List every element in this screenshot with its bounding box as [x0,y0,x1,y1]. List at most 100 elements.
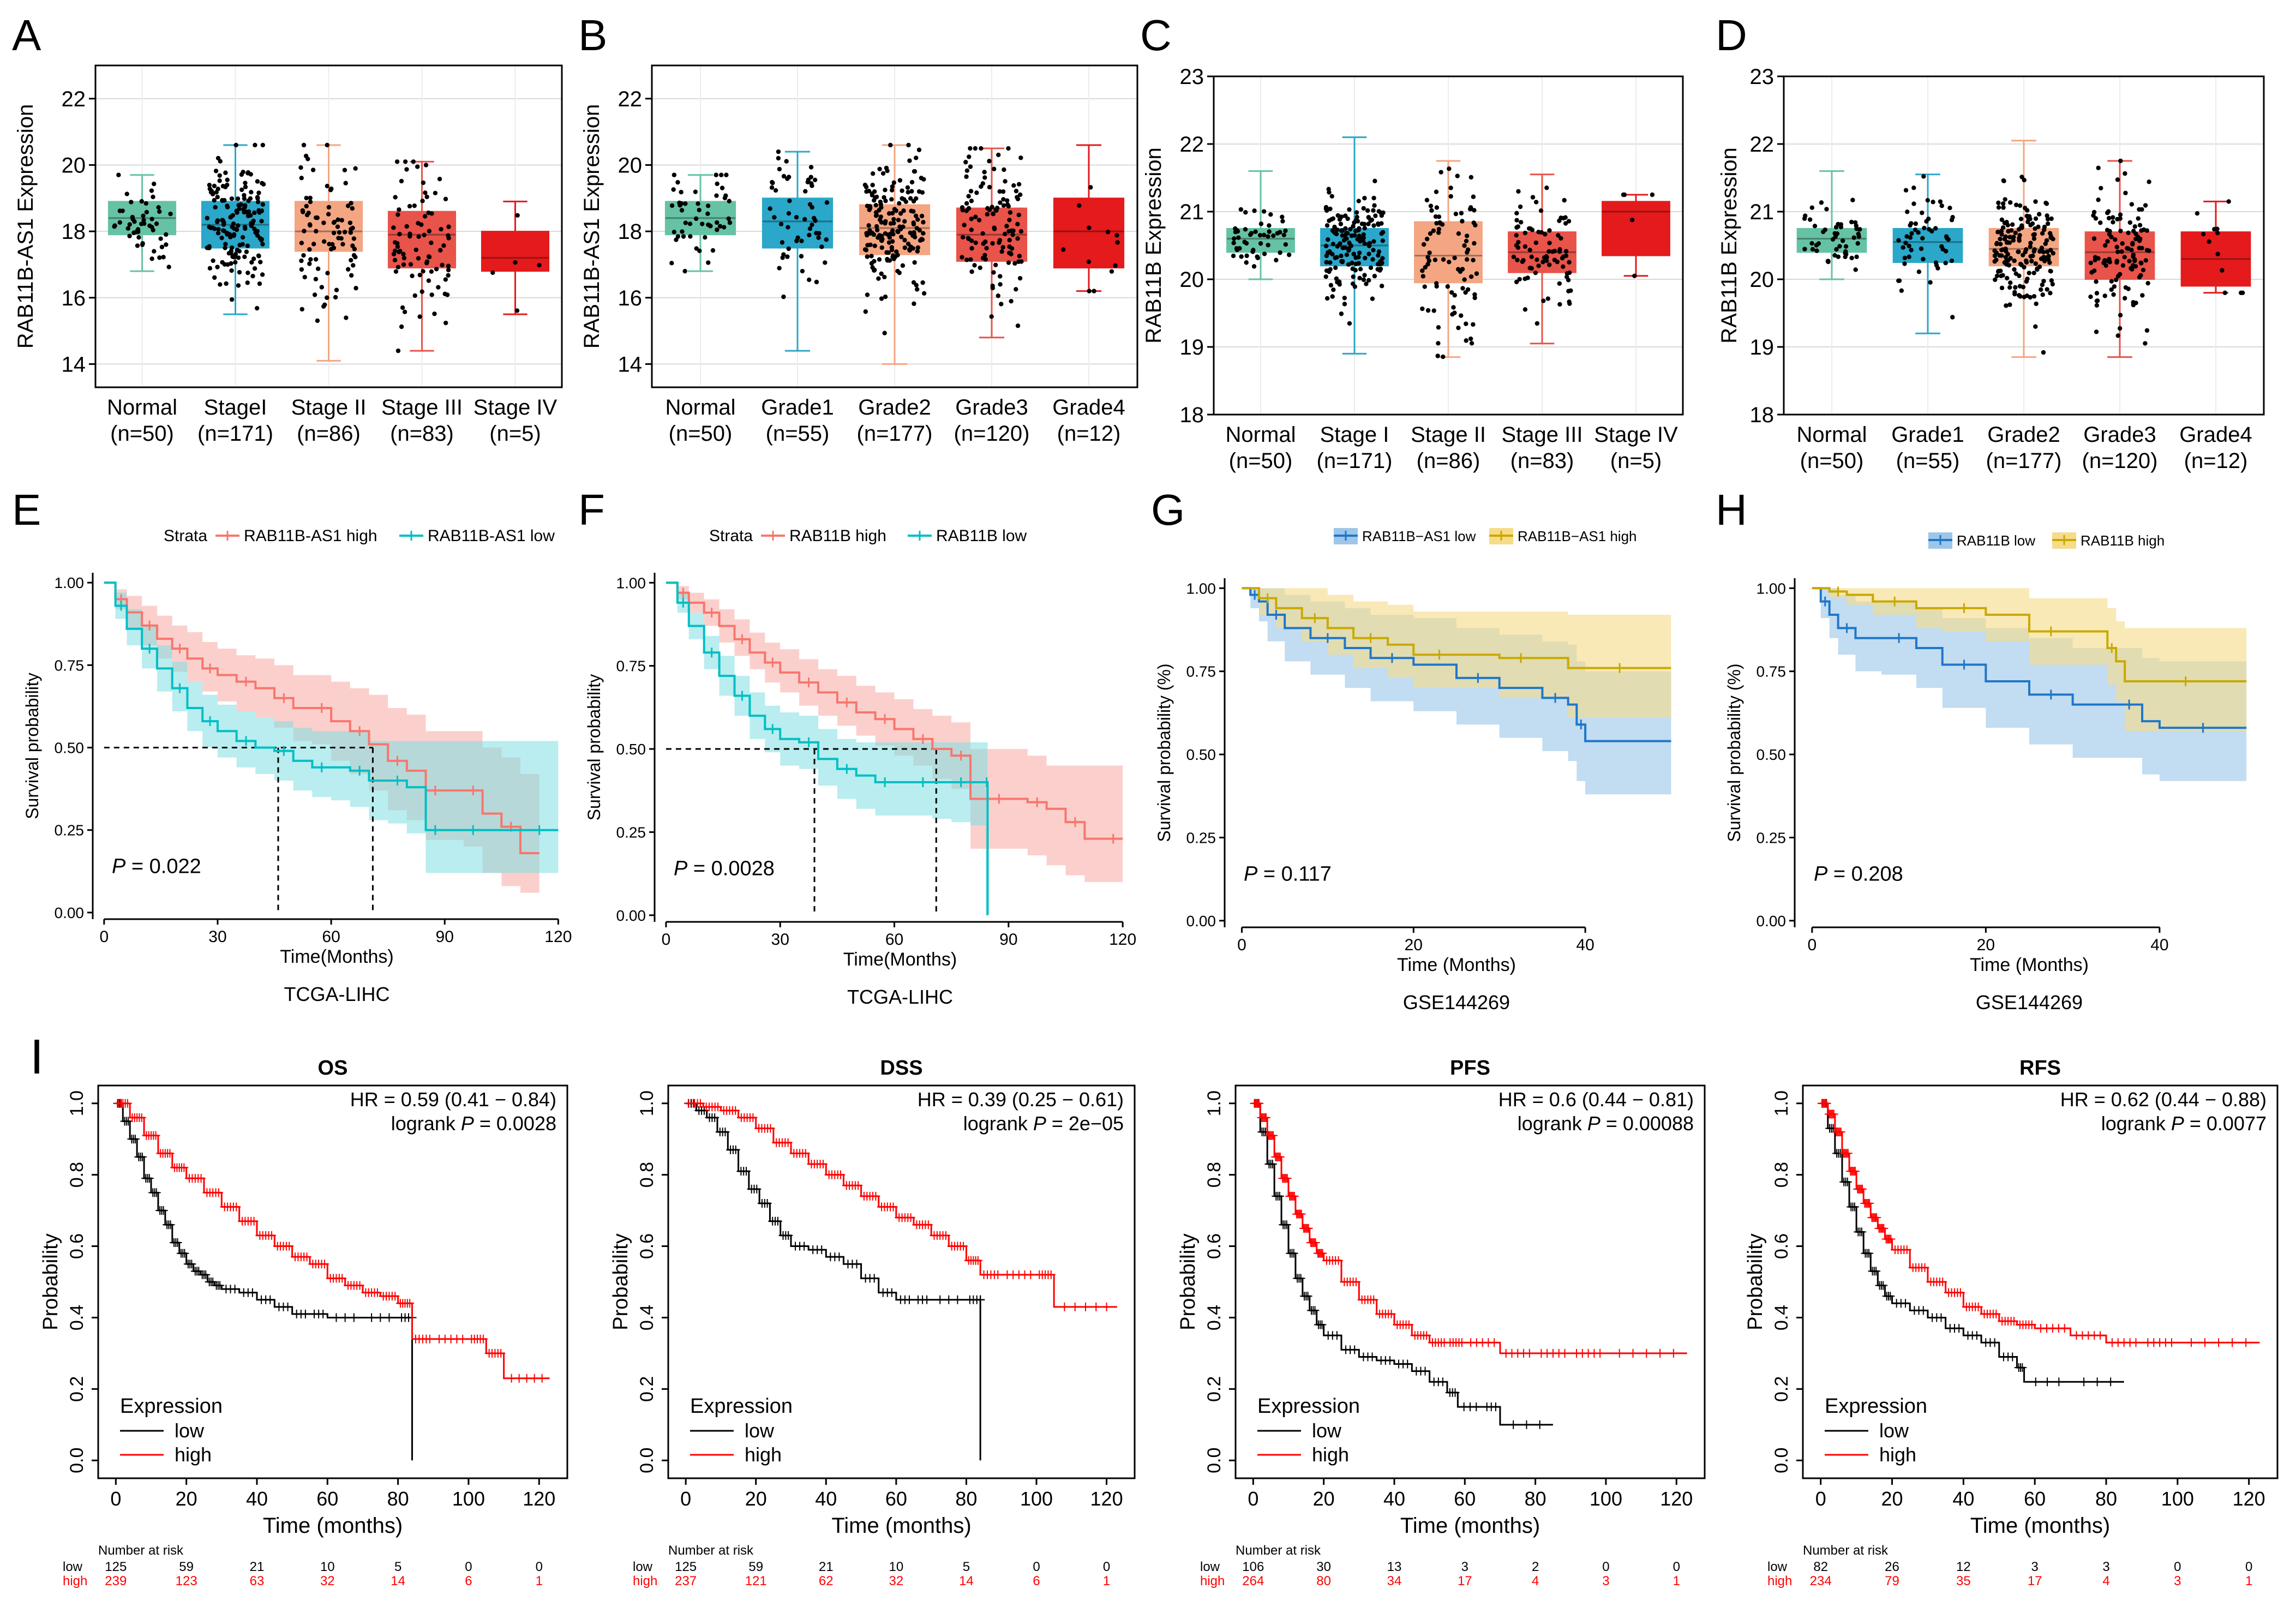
data-point [2008,280,2013,285]
data-point [1007,237,1012,243]
data-point [799,238,804,243]
data-point [326,205,332,210]
data-point [876,235,880,240]
data-point [243,181,248,185]
risk-count-low: 5 [963,1560,970,1574]
data-point [2028,217,2033,221]
risk-count-high: 234 [1810,1574,1832,1588]
data-point [1563,249,1569,254]
data-point [2039,287,2043,292]
data-point [1373,213,1378,218]
data-point [2119,249,2124,254]
data-point [990,285,995,291]
x-tick-label: 30 [208,928,226,946]
y-tick-label: 21 [1750,200,1775,224]
data-point [1425,308,1431,313]
data-point [1543,232,1548,237]
data-point [2048,291,2053,296]
data-point [308,223,313,228]
data-point [1562,197,1567,203]
data-point [1011,183,1016,188]
data-point [1236,235,1241,240]
y-tick-label: 21 [1180,200,1204,224]
data-point [773,188,778,193]
data-point [816,235,821,240]
data-point [1564,274,1569,279]
data-point [785,176,790,181]
data-point [1525,275,1530,280]
dataset-caption: GSE144269 [1976,991,2083,1014]
data-point [2088,294,2093,299]
data-point [421,180,426,185]
data-point [2028,241,2033,245]
data-point [1361,277,1366,283]
data-point [1456,267,1461,272]
data-point [2130,267,2135,272]
data-point [1251,264,1257,269]
data-point [1356,199,1361,203]
data-point [1530,195,1536,200]
data-point [321,304,326,309]
data-point [1370,257,1375,262]
risk-count-high: 79 [1885,1574,1899,1588]
data-point [2004,303,2009,308]
data-point [1903,188,1909,193]
panel-d: DNormal(n=50)Grade1(n=55)Grade2(n=177)Gr… [1716,11,2265,473]
data-point [1421,242,1426,247]
data-point [1843,249,1848,254]
data-point [419,289,424,294]
data-point [1001,197,1006,202]
data-point [1514,225,1519,230]
data-point [304,212,310,218]
data-point [253,142,257,148]
y-axis-label: Probability [609,1233,632,1330]
data-point [236,223,241,228]
y-axis-label: Probability [1744,1233,1767,1330]
risk-count-high: 32 [889,1574,904,1588]
data-point [1327,218,1332,223]
data-point [715,220,720,225]
data-point [1995,269,2001,274]
data-point [1944,236,1950,241]
data-point [697,248,702,254]
data-point [1920,236,1925,241]
data-point [429,269,434,274]
data-point [2012,290,2017,295]
data-point [446,267,451,273]
data-point [890,228,895,233]
data-point [350,243,355,248]
data-point [873,213,879,218]
data-point [223,245,227,250]
data-point [1999,232,2004,237]
data-point [433,190,438,196]
data-point [252,210,257,215]
risk-count-low: 3 [2031,1560,2039,1574]
data-point [1994,242,1999,247]
x-tick-label: 40 [1383,1488,1405,1510]
data-point [2215,251,2220,256]
plot-frame [651,64,1138,388]
data-point [351,263,356,268]
data-point [1814,243,1819,248]
data-point [1452,255,1457,260]
data-point [770,179,775,185]
p-symbol: P [461,1112,474,1135]
data-point [1004,224,1009,229]
risk-count-high: 1 [1673,1574,1680,1588]
data-point [346,267,351,272]
x-tick-label: (n=86) [1417,449,1480,473]
legend-label: high [745,1443,782,1466]
data-point [2027,271,2031,275]
data-point [2201,231,2206,237]
data-point [1015,323,1021,328]
data-point [1447,166,1452,171]
data-point [786,246,791,251]
data-point [2012,267,2017,272]
data-point [411,159,416,164]
data-point [140,241,145,246]
data-point [1004,198,1010,203]
data-point [351,236,357,241]
data-point [1372,178,1377,184]
x-tick-label: 90 [999,931,1017,949]
